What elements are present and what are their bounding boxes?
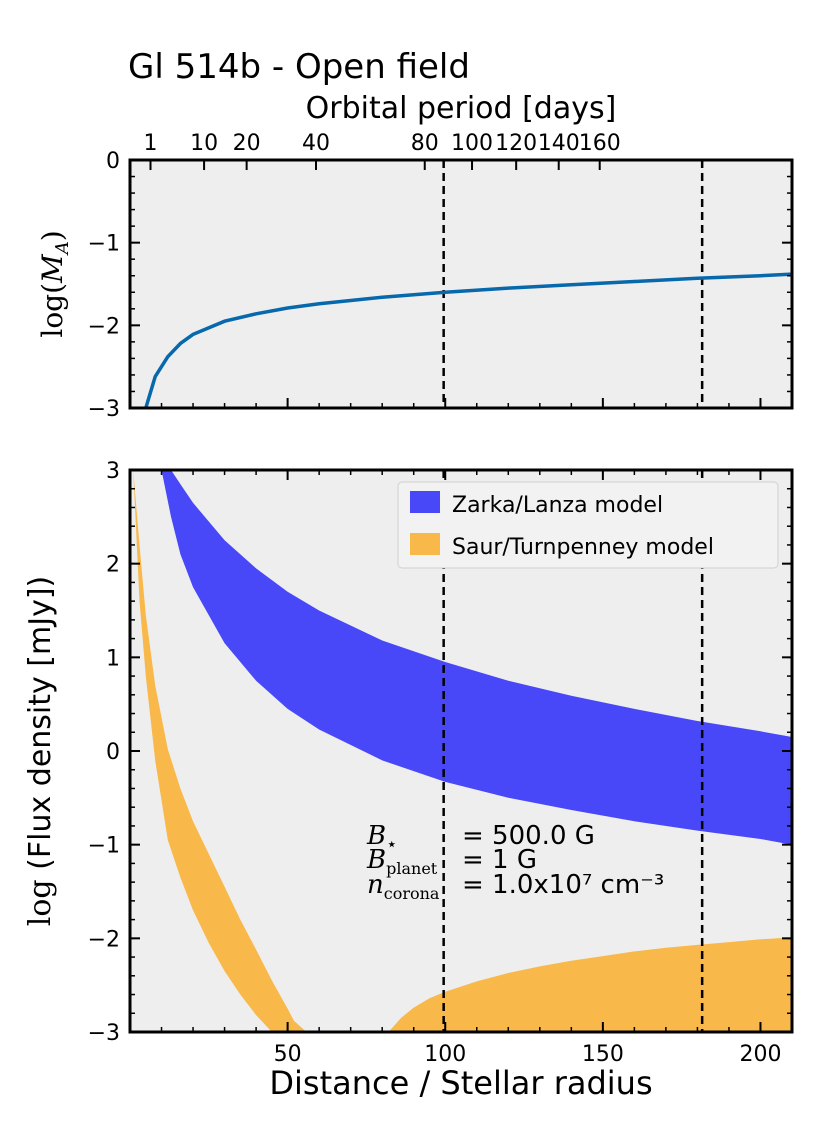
legend-swatch-saur xyxy=(410,533,440,555)
bottom-xtick-label-1: 100 xyxy=(424,1042,466,1067)
top-ytick-label-2: −2 xyxy=(88,314,120,339)
top-ytick-label-1: −1 xyxy=(88,232,120,257)
top-plot-frame xyxy=(128,158,794,410)
bottom-ytick-label-1: 2 xyxy=(106,553,120,578)
top-ytick-label-3: −3 xyxy=(88,397,120,422)
top-plot-background xyxy=(130,160,792,408)
band-2 xyxy=(388,937,792,1032)
top-period-tick-label-7: 140 xyxy=(538,131,580,156)
top-period-tick-label-8: 160 xyxy=(579,131,621,156)
legend-label-zarka: Zarka/Lanza model xyxy=(452,493,663,518)
top-period-tick-label-4: 80 xyxy=(411,131,439,156)
legend-label-saur: Saur/Turnpenney model xyxy=(452,535,714,560)
bottom-ytick-label-6: −3 xyxy=(88,1021,120,1046)
band-1 xyxy=(133,470,307,1032)
bottom-ytick-label-2: 1 xyxy=(106,646,120,671)
annotation-bstar-symbol: B⋆ xyxy=(366,821,397,855)
top-period-tick-label-6: 120 xyxy=(495,131,537,156)
legend-swatch-zarka xyxy=(410,491,440,513)
bottom-ytick-label-4: −1 xyxy=(88,834,120,859)
annotation-bplanet-value: = 1 G xyxy=(462,845,537,875)
top-secondary-xlabel: Orbital period [days] xyxy=(306,91,617,126)
top-period-tick-label-5: 100 xyxy=(451,131,493,156)
annotation-ncorona-value: = 1.0x10⁷ cm⁻³ xyxy=(462,870,664,900)
legend-box xyxy=(397,481,779,569)
legend: Zarka/Lanza model Saur/Turnpenney model xyxy=(397,481,779,569)
bottom-xtick-label-2: 150 xyxy=(582,1042,624,1067)
annotation-bstar-value: = 500.0 G xyxy=(462,821,595,851)
top-ytick-label-0: 0 xyxy=(106,149,120,174)
parameter-annotation: B⋆ = 500.0 G Bplanet = 1 G ncorona = 1.0… xyxy=(366,821,664,903)
annotation-bplanet-symbol: Bplanet xyxy=(366,845,438,878)
bottom-ytick-label-3: 0 xyxy=(106,740,120,765)
bottom-xlabel: Distance / Stellar radius xyxy=(269,1064,652,1102)
top-period-tick-label-2: 20 xyxy=(233,131,261,156)
top-ylabel: log(MA) xyxy=(36,230,73,337)
band-0 xyxy=(161,470,792,845)
bottom-panel: 3 2 1 0 −1 −2 −3 50 100 150 200 Zarka/Lanza model… xyxy=(23,459,794,1102)
bottom-ylabel: log (Flux density [mJy]) xyxy=(23,576,58,926)
annotation-ncorona-symbol: ncorona xyxy=(367,870,440,903)
bottom-ytick-label-0: 3 xyxy=(106,459,120,484)
figure-title: Gl 514b - Open field xyxy=(128,47,470,87)
top-period-tick-label-3: 40 xyxy=(302,131,330,156)
bottom-xtick-label-3: 200 xyxy=(739,1042,781,1067)
bottom-xtick-label-0: 50 xyxy=(274,1042,302,1067)
top-series-line-0 xyxy=(144,272,793,409)
bottom-ytick-label-5: −2 xyxy=(88,927,120,952)
top-period-tick-label-0: 1 xyxy=(143,131,157,156)
top-period-tick-label-1: 10 xyxy=(190,131,218,156)
